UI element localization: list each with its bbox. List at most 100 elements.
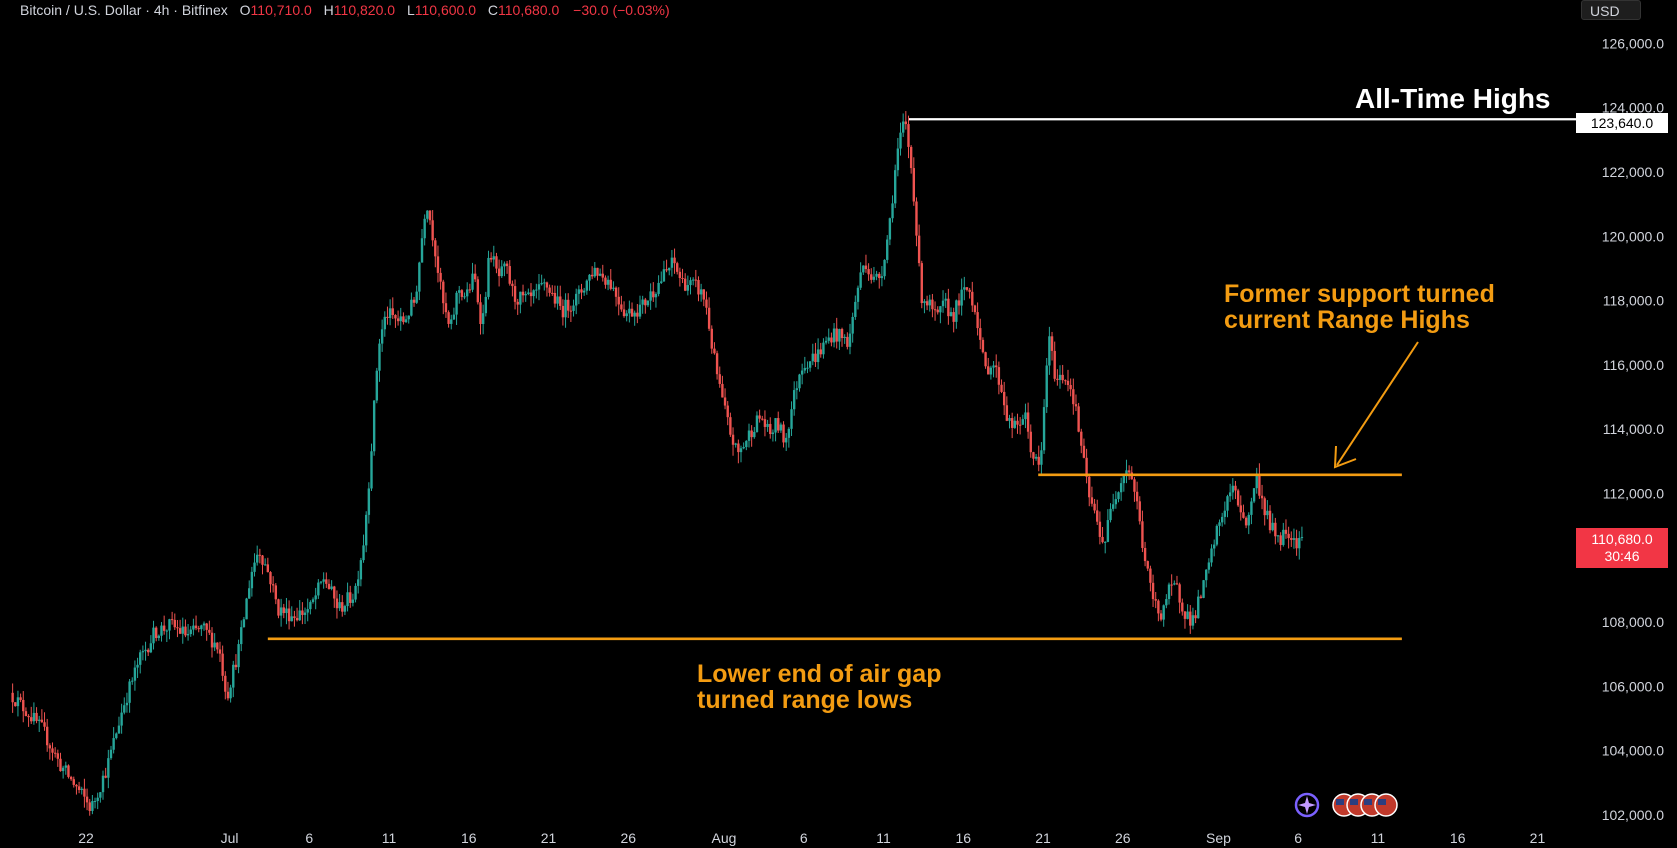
candle-body: [1135, 491, 1139, 502]
candle-body: [886, 239, 889, 260]
candle-body: [1165, 599, 1168, 606]
candle-body: [745, 440, 748, 448]
candle-body: [904, 121, 908, 125]
candle-body: [423, 218, 426, 239]
candle-body: [657, 282, 660, 294]
candle-body: [141, 651, 145, 653]
candle-body: [444, 303, 448, 313]
candle-body: [500, 266, 503, 277]
candle-body: [928, 299, 931, 306]
candle-body: [107, 758, 110, 778]
candle-body: [567, 299, 570, 311]
candle-body: [1197, 596, 1200, 619]
candle-body: [123, 705, 126, 713]
candle-body: [870, 274, 873, 280]
candle-body: [1276, 535, 1280, 537]
candle-body: [317, 582, 320, 596]
candle-body: [186, 634, 190, 636]
candle-body: [237, 644, 240, 668]
candle-body: [1202, 580, 1205, 598]
candle-body: [843, 336, 846, 339]
candle-body: [1053, 350, 1056, 379]
candle-body: [1159, 613, 1163, 620]
change-value: −30.0 (−0.03%): [573, 2, 670, 18]
candle-body: [596, 267, 599, 276]
candle-body: [1122, 474, 1126, 484]
candle-body: [891, 203, 894, 219]
candle-body: [386, 316, 389, 318]
flag-icons[interactable]: [1332, 793, 1398, 817]
candle-body: [933, 309, 937, 311]
candle-body: [965, 287, 969, 290]
candle-body: [556, 296, 559, 304]
candle-body: [1212, 544, 1216, 549]
candle-body: [1279, 535, 1282, 545]
candle-body: [524, 293, 527, 296]
candle-body: [468, 289, 472, 291]
candle-body: [979, 328, 982, 340]
candle-body: [48, 745, 52, 749]
candle-body: [710, 328, 713, 349]
candle-body: [1000, 384, 1003, 392]
candle-body: [399, 316, 402, 322]
candle-body: [213, 642, 216, 648]
candle-body: [481, 313, 485, 325]
lower-end-line2: turned range lows: [697, 686, 913, 715]
candle-body: [737, 443, 740, 453]
sparkle-logo-icon[interactable]: [1294, 792, 1320, 818]
candle-body: [157, 635, 161, 639]
candle-body: [125, 702, 129, 706]
candle-body: [1186, 611, 1189, 619]
candle-body: [93, 801, 97, 803]
candle-body: [848, 333, 852, 347]
candle-body: [232, 664, 235, 688]
candle-body: [240, 627, 243, 645]
candle-body: [705, 299, 708, 308]
candle-body: [250, 571, 254, 589]
candle-body: [931, 299, 934, 310]
x-tick-label: 11: [1371, 830, 1386, 846]
candle-body: [803, 367, 807, 371]
candle-body: [101, 775, 105, 793]
candle-body: [32, 712, 36, 722]
candle-body: [160, 625, 163, 636]
candle-body: [968, 289, 971, 292]
candle-body: [1218, 522, 1221, 526]
candle-body: [330, 586, 333, 589]
currency-button[interactable]: USD: [1581, 0, 1641, 20]
candle-body: [862, 265, 865, 273]
candle-body: [1008, 418, 1011, 421]
candle-body: [726, 405, 729, 418]
candle-body: [1042, 407, 1046, 451]
candle-body: [1090, 497, 1094, 504]
candle-body: [955, 300, 958, 322]
candle-body: [761, 418, 764, 420]
arrow-head: [1333, 445, 1357, 469]
candle-body: [867, 269, 870, 275]
candle-body: [622, 309, 626, 317]
candle-body: [718, 374, 721, 384]
candle-body: [880, 276, 884, 279]
price-scale: 102,000.0 104,000.0 106,000.0 108,000.0 112,…: [1602, 35, 1665, 823]
candle-body: [585, 280, 589, 291]
candle-body: [51, 748, 54, 753]
candle-body: [636, 312, 639, 317]
candle-body: [920, 263, 923, 304]
candle-body: [14, 702, 17, 707]
candle-body: [253, 562, 256, 572]
candle-body: [633, 312, 636, 317]
candle-body: [67, 765, 70, 777]
candle-body: [351, 599, 355, 603]
y-tick-label: 106,000.0: [1602, 678, 1664, 694]
candle-body: [1170, 584, 1173, 586]
candle-body: [40, 719, 44, 723]
candle-body: [380, 329, 384, 344]
candle-body: [699, 289, 703, 295]
broker-logos[interactable]: [1292, 790, 1412, 820]
candle-body: [1151, 582, 1155, 600]
current-price-label: 110,680.0 30:46: [1576, 528, 1668, 568]
candle-body: [548, 287, 551, 293]
candle-body: [75, 784, 78, 787]
